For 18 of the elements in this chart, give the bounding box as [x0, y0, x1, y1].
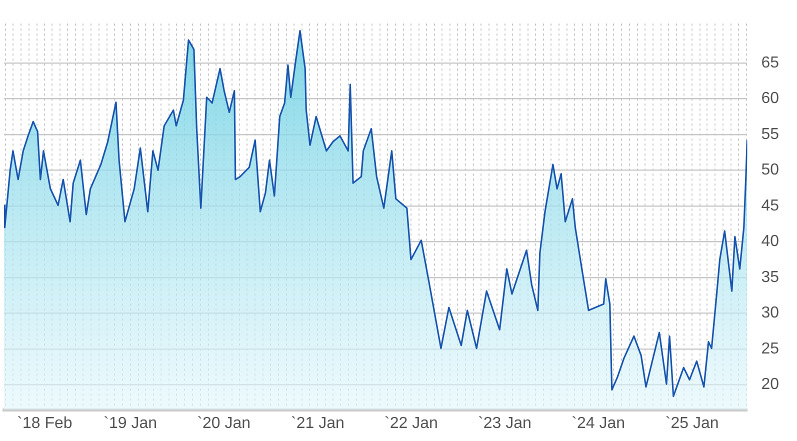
y-tick-label: 60 [761, 90, 780, 108]
x-tick-label: `25 Jan [665, 414, 719, 432]
y-tick-label: 45 [761, 197, 780, 214]
y-tick-label: 20 [761, 376, 780, 394]
y-tick-label: 50 [761, 162, 780, 179]
x-tick-label: `23 Jan [478, 414, 532, 432]
y-tick-label: 40 [761, 233, 780, 250]
x-tick-label: `18 Feb [17, 414, 72, 432]
x-tick-label: `22 Jan [384, 414, 438, 432]
y-tick-label: 35 [761, 268, 780, 286]
y-tick-label: 30 [761, 304, 780, 322]
y-tick-label: 55 [761, 126, 780, 143]
x-tick-label: `24 Jan [572, 414, 625, 432]
y-tick-label: 25 [761, 340, 780, 358]
x-tick-label: `19 Jan [104, 414, 158, 432]
y-tick-label: 65 [761, 54, 780, 72]
x-tick-label: `21 Jan [290, 414, 344, 432]
x-tick-label: `20 Jan [197, 414, 251, 432]
